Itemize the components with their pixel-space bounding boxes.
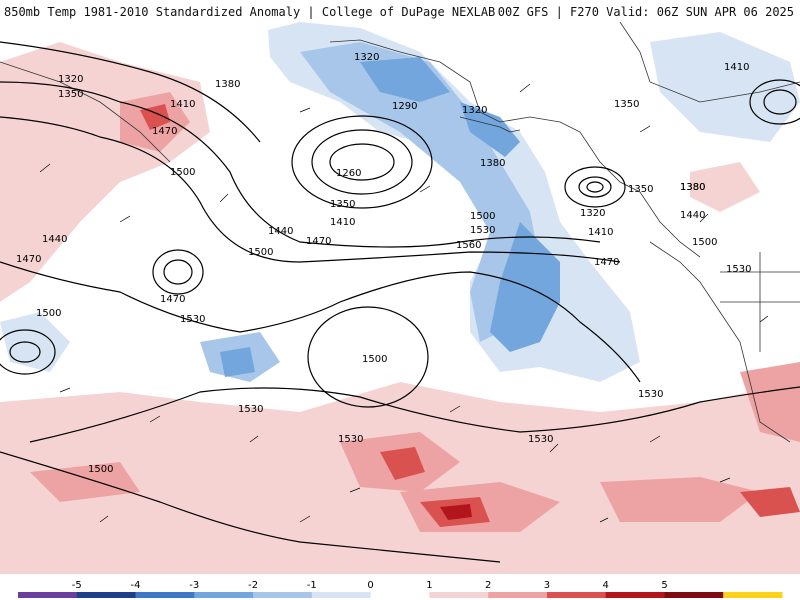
contour-label: 1530 [338, 434, 363, 445]
colorbar-swatch [605, 592, 665, 598]
contour-label: 1470 [306, 236, 331, 247]
contour-label: 1560 [456, 240, 481, 251]
colorbar-tick-label: -2 [248, 580, 258, 591]
negative-anomaly-fill [0, 22, 800, 382]
contour-label: 1440 [680, 210, 705, 221]
colorbar-swatch [76, 592, 137, 598]
colorbar: -5 -4 -3 -2 -1 0 1 2 3 4 5 [18, 580, 783, 598]
contour-label: 1530 [638, 389, 663, 400]
colorbar-tick-label: 4 [603, 580, 609, 591]
contour-label: 1320 [462, 105, 487, 116]
contour-label: 1530 [470, 225, 495, 236]
contour-label: 1530 [238, 404, 263, 415]
colorbar-tick-label: -1 [307, 580, 317, 591]
contour-label: 1500 [470, 211, 495, 222]
colorbar-swatch [488, 592, 548, 598]
contour-label: 1260 [336, 168, 361, 179]
contour-label: 1500 [362, 354, 387, 365]
colorbar-tick-label: 0 [367, 580, 373, 591]
contour-label: 1470 [152, 126, 177, 137]
contour-label: 1350 [330, 199, 355, 210]
colorbar-tick-label: 5 [661, 580, 667, 591]
coastlines [0, 22, 800, 443]
contour-label: 1410 [724, 62, 749, 73]
colorbar-swatch [723, 592, 783, 598]
contour-label: 1440 [42, 234, 67, 245]
contour-label: 1350 [628, 184, 653, 195]
contour-labels: 1320 1350 1410 1380 1470 1500 1440 1470 … [16, 52, 751, 475]
colorbar-swatch [370, 592, 430, 598]
anomaly-map: 1320 1350 1410 1380 1470 1500 1440 1470 … [0, 22, 800, 574]
contour-label: 1410 [588, 227, 613, 238]
contour-label: 1500 [248, 247, 273, 258]
contour-label: 1350 [58, 89, 83, 100]
contour-label: 1350 [614, 99, 639, 110]
colorbar-swatch [311, 592, 372, 598]
contour-label: 1410 [330, 217, 355, 228]
contour-label: 1380 [215, 79, 240, 90]
colorbar-swatch [135, 592, 195, 598]
colorbar-swatch [253, 592, 313, 598]
contour-label: 1500 [170, 167, 195, 178]
colorbar-swatch [664, 592, 724, 598]
contour-label: 1320 [354, 52, 379, 63]
contour-label: 1500 [36, 308, 61, 319]
colorbar-swatch [546, 592, 607, 598]
colorbar-tick-label: 3 [544, 580, 550, 591]
height-contours [0, 41, 800, 563]
colorbar-swatch [194, 592, 254, 598]
contour-label: 1530 [528, 434, 553, 445]
colorbar-swatch [18, 592, 78, 598]
contour-label: 1410 [170, 99, 195, 110]
colorbar-swatch [429, 592, 489, 598]
colorbar-tick-label: -3 [189, 580, 199, 591]
colorbar-tick-label: -5 [72, 580, 82, 591]
contour-label: 1470 [594, 257, 619, 268]
colorbar-tick-label: -4 [131, 580, 141, 591]
colorbar-swatches [18, 592, 783, 598]
contour-label: 1500 [88, 464, 113, 475]
contour-label: 1290 [392, 101, 417, 112]
valid-time: 00Z GFS | F270 Valid: 06Z SUN APR 06 202… [497, 5, 794, 19]
map-header: 850mb Temp 1981-2010 Standardized Anomal… [0, 0, 800, 22]
wind-barbs [39, 83, 769, 523]
contour-label: 1500 [692, 237, 717, 248]
contour-label: 1320 [580, 208, 605, 219]
contour-label: 1530 [180, 314, 205, 325]
colorbar-labels: -5 -4 -3 -2 -1 0 1 2 3 4 5 [72, 580, 668, 591]
contour-label: 1320 [58, 74, 83, 85]
contour-label: 1380 [480, 158, 505, 169]
contour-label: 1530 [726, 264, 751, 275]
contour-label: 1380 [680, 182, 705, 193]
colorbar-tick-label: 1 [426, 580, 432, 591]
contour-label: 1470 [16, 254, 41, 265]
contour-label: 1380 [680, 182, 705, 193]
map-title: 850mb Temp 1981-2010 Standardized Anomal… [4, 5, 496, 19]
positive-anomaly-fill [0, 42, 800, 574]
contour-label: 1440 [268, 226, 293, 237]
colorbar-tick-label: 2 [485, 580, 491, 591]
contour-label: 1470 [160, 294, 185, 305]
